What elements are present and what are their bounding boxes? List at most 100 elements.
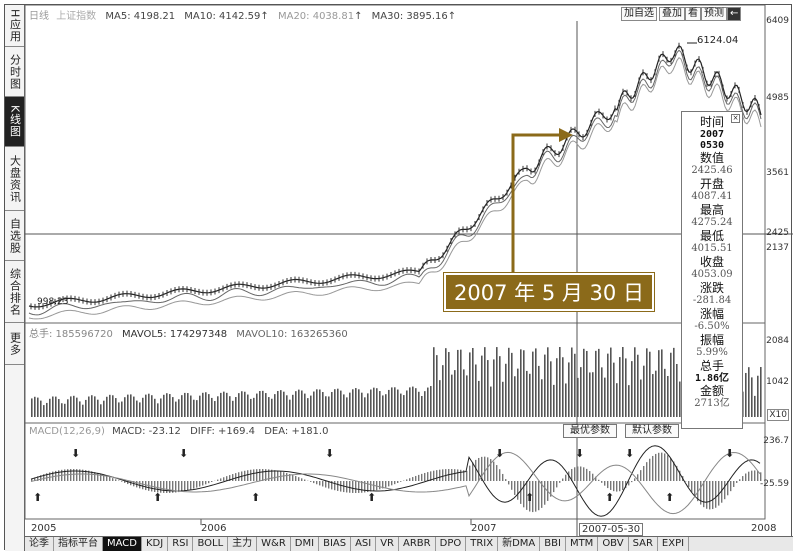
- tab-trix[interactable]: TRIX: [466, 537, 499, 551]
- macd-histogram-bar: [310, 481, 312, 482]
- overlay-button[interactable]: 叠加: [659, 7, 685, 21]
- volume-bar: [142, 397, 144, 417]
- volume-bar: [556, 358, 558, 417]
- tab-dmi[interactable]: DMI: [291, 537, 320, 551]
- volume-bar: [634, 347, 636, 417]
- volume-bar: [424, 391, 426, 417]
- volume-bar: [328, 396, 330, 417]
- back-arrow-button[interactable]: ←: [727, 7, 742, 21]
- best-params-button[interactable]: 最优参数: [563, 424, 617, 438]
- tab-dpo[interactable]: DPO: [436, 537, 467, 551]
- volume-bar: [292, 394, 294, 417]
- volume-bar: [289, 399, 291, 417]
- volume-bar: [598, 348, 600, 417]
- sidebar-item-apps[interactable]: H应用: [5, 5, 24, 47]
- macd-histogram-bar: [286, 473, 288, 481]
- volume-bar: [520, 349, 522, 417]
- tab-asi[interactable]: ASI: [351, 537, 377, 551]
- tab-kdj[interactable]: KDJ: [142, 537, 169, 551]
- macd-histogram-bar: [559, 481, 561, 483]
- sidebar-item-market-news[interactable]: 大盘资讯: [5, 147, 24, 211]
- tab-macd[interactable]: MACD: [103, 537, 142, 551]
- macd-histogram-bar: [226, 476, 228, 481]
- sidebar-item-kline[interactable]: K线图: [5, 97, 24, 147]
- tab-[interactable]: 主力: [228, 537, 258, 551]
- macd-histogram-bar: [751, 470, 753, 481]
- chart-window: H应用 分时图 K线图 大盘资讯 自选股 综合排名 更多 ⬆ ⬇ ⬆ ⬇ ⬆ ⬇ ⬆ ⬇ ⬆ ⬇ ⬆…: [4, 4, 793, 551]
- volume-bar: [466, 375, 468, 417]
- macd-histogram-bar: [268, 469, 270, 481]
- macd-histogram-bar: [304, 479, 306, 481]
- default-params-button[interactable]: 默认参数: [625, 424, 679, 438]
- macd-title: MACD(12,26,9): [29, 426, 105, 437]
- tab-arbr[interactable]: ARBR: [399, 537, 436, 551]
- macd-histogram-bar: [640, 470, 642, 481]
- add-watch-button[interactable]: 加自选: [621, 7, 657, 21]
- price-axis-label: 2425: [766, 228, 789, 238]
- tab-bias[interactable]: BIAS: [319, 537, 352, 551]
- tab-wr[interactable]: W&R: [257, 537, 291, 551]
- sidebar-item-intraday[interactable]: 分时图: [5, 47, 24, 97]
- ma10-value: MA10: 4142.59: [184, 11, 261, 22]
- volume-bar: [106, 396, 108, 417]
- info-button[interactable]: 看: [685, 7, 701, 21]
- sidebar-item-ranking[interactable]: 综合排名: [5, 261, 24, 323]
- close-icon[interactable]: ×: [731, 114, 740, 123]
- volume-bar: [220, 392, 222, 417]
- kline-chart-canvas[interactable]: ⬆ ⬇ ⬆ ⬇ ⬆ ⬇ ⬆ ⬇ ⬆ ⬇ ⬆ ⬇ ⬆ ⬇: [25, 5, 793, 551]
- ma10-line: [28, 49, 762, 316]
- macd-histogram-bar: [499, 469, 501, 481]
- price-axis-label: 6409: [766, 16, 789, 26]
- tab-[interactable]: 指标平台: [54, 537, 103, 551]
- tab-obv[interactable]: OBV: [598, 537, 629, 551]
- tab-vr[interactable]: VR: [376, 537, 400, 551]
- macd-histogram-bar: [91, 471, 93, 481]
- volume-bar: [532, 351, 534, 417]
- volume-bar: [286, 395, 288, 417]
- tab-sar[interactable]: SAR: [629, 537, 658, 551]
- volume-bar: [415, 388, 417, 417]
- macd-histogram-bar: [580, 466, 582, 481]
- tab-bbi[interactable]: BBI: [540, 537, 566, 551]
- macd-histogram-bar: [589, 471, 591, 481]
- volume-bar: [418, 391, 420, 417]
- volume-bar: [298, 389, 300, 417]
- volume-bar: [430, 386, 432, 417]
- price-axis-label: 4985: [766, 93, 789, 103]
- volume-bar: [157, 403, 159, 417]
- macd-histogram-bar: [322, 481, 324, 487]
- macd-panel-border: [25, 422, 766, 520]
- volume-bar: [340, 390, 342, 417]
- macd-histogram-bar: [73, 469, 75, 481]
- volume-bar: [274, 394, 276, 417]
- macd-histogram-bar: [634, 478, 636, 481]
- sidebar-item-watchlist[interactable]: 自选股: [5, 211, 24, 261]
- macd-histogram-bar: [412, 477, 414, 481]
- volume-bar: [445, 348, 447, 417]
- tab-rsi[interactable]: RSI: [168, 537, 194, 551]
- volume-bar: [112, 395, 114, 417]
- volume-bar: [187, 393, 189, 417]
- macd-histogram-bar: [442, 469, 444, 481]
- volume-bar: [127, 394, 129, 417]
- volume-bar: [463, 369, 465, 417]
- volume-bar: [436, 355, 438, 417]
- predict-button[interactable]: 预测: [701, 7, 727, 21]
- volume-bar: [241, 391, 243, 417]
- date-annotation-callout: 2007 年 5 月 30 日: [443, 272, 655, 312]
- macd-histogram-bar: [727, 481, 729, 496]
- tab-boll[interactable]: BOLL: [193, 537, 229, 551]
- tab-expi[interactable]: EXPI: [658, 537, 690, 551]
- tab-dma[interactable]: 新DMA: [498, 537, 541, 551]
- dea-line: [30, 451, 761, 515]
- volume-bar: [433, 347, 435, 417]
- macd-histogram-bar: [361, 481, 363, 493]
- tab-[interactable]: 论季: [25, 537, 54, 551]
- macd-histogram-bar: [745, 473, 747, 481]
- sidebar-item-more[interactable]: 更多: [5, 323, 24, 365]
- volume-bar: [562, 357, 564, 417]
- volume-bar: [427, 387, 429, 417]
- tab-mtm[interactable]: MTM: [566, 537, 599, 551]
- macd-histogram-bar: [511, 481, 513, 490]
- volume-bar: [313, 391, 315, 417]
